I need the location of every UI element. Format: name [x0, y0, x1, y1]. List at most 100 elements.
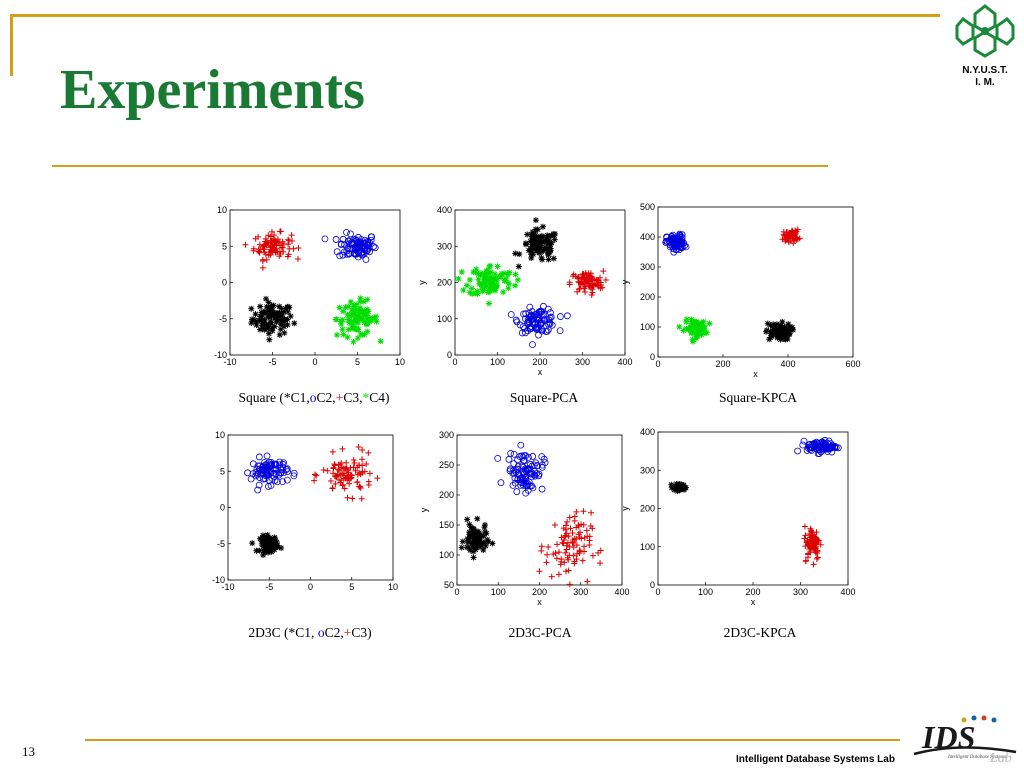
data-point	[789, 324, 796, 331]
data-point	[542, 237, 549, 244]
x-tick-label: 100	[491, 587, 506, 597]
data-point	[580, 508, 587, 515]
caption-2d3c: 2D3C (*C1, oC2,+C3)	[248, 625, 371, 641]
data-point	[567, 525, 574, 532]
data-point	[571, 558, 578, 565]
data-point	[271, 232, 278, 239]
series-C1	[249, 531, 285, 558]
data-point	[338, 464, 345, 471]
data-point	[270, 237, 277, 244]
data-point	[512, 271, 519, 278]
data-point	[521, 457, 528, 465]
data-point	[343, 465, 350, 472]
data-point	[569, 530, 576, 537]
data-point	[265, 536, 272, 543]
y-tick-label: 400	[437, 205, 452, 215]
top-rule	[10, 14, 940, 17]
legend2-c1-marker: *	[288, 625, 296, 640]
data-point	[260, 462, 268, 470]
data-point	[807, 525, 814, 532]
data-point	[336, 467, 343, 474]
data-point	[490, 286, 497, 293]
data-point	[569, 537, 576, 544]
data-point	[277, 326, 284, 333]
data-point	[544, 551, 551, 558]
data-point	[362, 312, 369, 319]
data-point	[527, 325, 535, 333]
data-point	[271, 323, 278, 330]
y-tick-label: 100	[640, 542, 655, 552]
data-point	[597, 274, 604, 281]
data-point	[558, 556, 565, 563]
data-point	[455, 275, 462, 282]
data-point	[350, 338, 357, 345]
data-point	[813, 529, 820, 536]
data-point	[258, 536, 265, 543]
data-point	[270, 244, 277, 251]
data-point	[311, 477, 318, 484]
data-point	[507, 311, 515, 318]
legend-c3-marker: +	[335, 390, 344, 405]
data-point	[573, 508, 580, 515]
data-point	[682, 484, 689, 491]
series-C3	[536, 508, 604, 588]
data-point	[337, 240, 345, 248]
data-point	[476, 281, 483, 288]
data-point	[480, 546, 487, 553]
data-point	[588, 284, 595, 291]
data-point	[521, 465, 529, 473]
data-point	[332, 480, 339, 487]
data-point	[265, 304, 272, 311]
data-point	[820, 440, 827, 448]
data-point	[259, 475, 267, 483]
data-point	[354, 335, 361, 342]
data-point	[779, 318, 786, 325]
data-point	[337, 472, 344, 479]
data-point	[483, 530, 490, 537]
data-point	[700, 318, 707, 325]
data-point	[270, 539, 277, 546]
data-point	[547, 241, 554, 248]
data-point	[785, 321, 792, 328]
data-point	[363, 461, 370, 468]
data-point	[538, 453, 546, 461]
y-tick-label: 250	[439, 460, 454, 470]
data-point	[273, 538, 280, 545]
data-point	[365, 241, 372, 249]
data-point	[295, 245, 302, 252]
data-point	[514, 276, 521, 283]
data-point	[476, 529, 483, 536]
data-point	[516, 251, 523, 258]
data-point	[242, 241, 249, 248]
data-point	[670, 483, 677, 490]
data-point	[563, 530, 570, 537]
data-point	[374, 475, 381, 482]
y-tick-label: 150	[439, 520, 454, 530]
data-point	[529, 229, 536, 236]
data-point	[556, 549, 563, 556]
y-tick-label: -5	[217, 539, 225, 549]
caption-square-kpca: Square-KPCA	[719, 390, 797, 405]
x-tick-label: 0	[312, 357, 317, 367]
data-point	[269, 544, 276, 551]
data-point	[249, 540, 256, 547]
data-point	[265, 459, 273, 466]
data-point	[255, 246, 262, 253]
data-point	[580, 521, 587, 528]
x-tick-label: 0	[655, 587, 660, 597]
data-point	[349, 495, 356, 502]
data-point	[263, 452, 271, 460]
data-point	[473, 266, 480, 273]
data-point	[259, 264, 266, 271]
data-point	[538, 485, 546, 493]
data-point	[524, 231, 531, 238]
data-point	[271, 534, 278, 541]
data-point	[463, 282, 470, 289]
data-point	[487, 285, 494, 292]
series-C4	[455, 262, 521, 307]
data-point	[467, 547, 474, 554]
data-point	[466, 521, 473, 528]
x-tick-label: 200	[715, 359, 730, 369]
data-point	[357, 295, 364, 302]
